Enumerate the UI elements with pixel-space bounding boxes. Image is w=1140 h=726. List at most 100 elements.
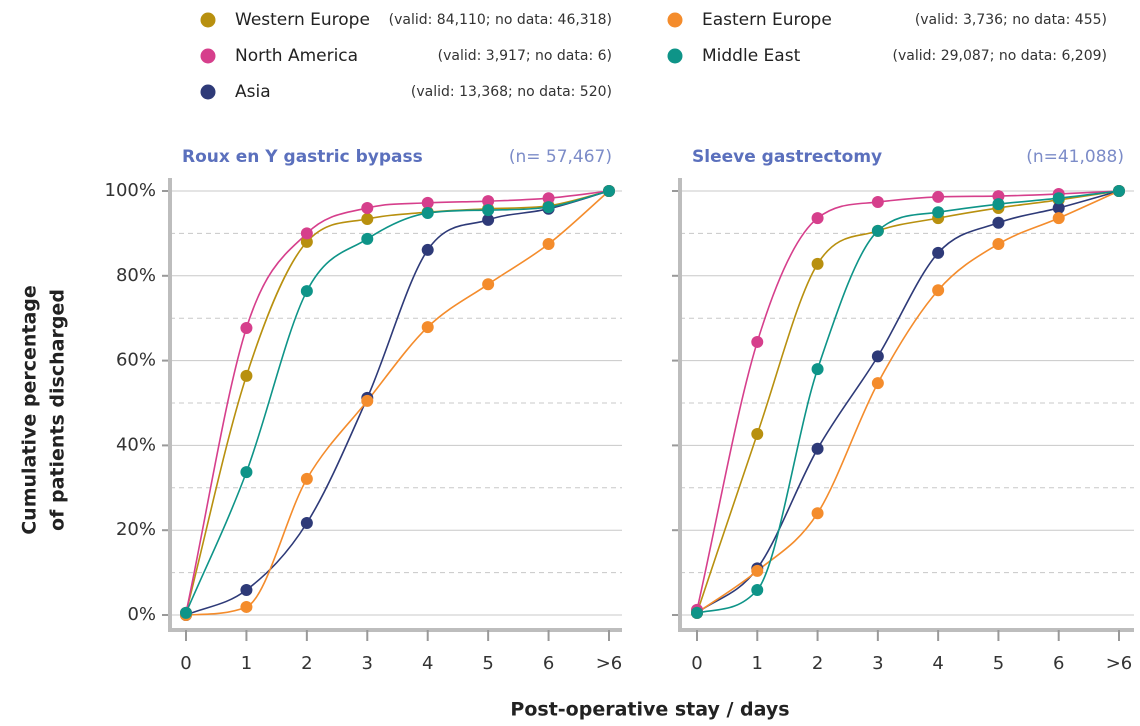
panel-title: Sleeve gastrectomy <box>692 147 882 167</box>
data-point <box>300 472 313 485</box>
data-point <box>811 257 824 270</box>
legend-marker <box>200 84 216 100</box>
data-point <box>421 207 434 220</box>
data-point <box>482 213 495 226</box>
data-point <box>482 278 495 291</box>
data-point <box>751 427 764 440</box>
y-tick-label: 40% <box>116 434 156 455</box>
data-point <box>811 212 824 225</box>
data-point <box>300 516 313 529</box>
series-line <box>185 190 610 614</box>
legend-marker <box>200 12 216 28</box>
data-point <box>811 507 824 520</box>
x-tick-label: 3 <box>872 653 883 674</box>
x-tick-label: 5 <box>482 653 493 674</box>
data-point <box>361 232 374 245</box>
legend-label: Western Europe <box>235 10 370 30</box>
legend-note: (valid: 29,087; no data: 6,209) <box>893 48 1107 64</box>
legend-label: North America <box>235 46 358 66</box>
data-point <box>240 321 253 334</box>
data-point <box>361 201 374 214</box>
y-axis-label: of patients discharged <box>47 289 69 531</box>
y-tick-label: 100% <box>105 180 156 201</box>
legend-marker <box>667 48 683 64</box>
y-tick-label: 60% <box>116 350 156 371</box>
data-point <box>932 190 945 203</box>
x-tick-label: 0 <box>180 653 191 674</box>
x-tick-label: >6 <box>596 653 623 674</box>
data-point <box>603 185 615 197</box>
legend-marker <box>667 12 683 28</box>
data-point <box>1052 192 1065 205</box>
data-point <box>240 583 253 596</box>
series-line <box>696 190 1120 614</box>
data-point <box>300 285 313 298</box>
data-point <box>542 238 555 250</box>
x-tick-label: 2 <box>301 653 312 674</box>
legend-label: Eastern Europe <box>702 10 832 30</box>
x-tick-label: 0 <box>691 653 702 674</box>
panel-subtitle: (n= 57,467) <box>509 147 612 167</box>
data-point <box>421 196 434 209</box>
data-point <box>871 224 884 237</box>
legend-label: Middle East <box>702 46 801 66</box>
data-point <box>751 583 764 596</box>
data-point <box>751 335 764 348</box>
legend-note: (valid: 3,736; no data: 455) <box>915 12 1107 28</box>
data-point <box>300 227 313 240</box>
data-point <box>932 246 945 259</box>
legend-marker <box>200 48 216 64</box>
series-line <box>696 190 1120 611</box>
data-point <box>751 564 764 577</box>
data-point <box>180 606 192 619</box>
x-tick-label: 5 <box>993 653 1004 674</box>
data-point <box>240 466 253 479</box>
data-point <box>421 321 434 334</box>
x-tick-label: 2 <box>812 653 823 674</box>
series-line <box>185 190 610 616</box>
series-line <box>696 190 1120 614</box>
data-point <box>811 442 824 455</box>
data-point <box>932 206 945 219</box>
data-point <box>361 212 374 225</box>
data-point <box>240 369 253 382</box>
series-line <box>185 190 610 616</box>
legend-note: (valid: 3,917; no data: 6) <box>438 48 612 64</box>
data-point <box>421 243 434 256</box>
x-tick-label: 4 <box>422 653 433 674</box>
data-point <box>361 394 374 407</box>
data-point <box>992 198 1005 211</box>
data-point <box>811 363 824 376</box>
series-line <box>185 190 610 614</box>
data-point <box>992 238 1005 250</box>
data-point <box>1113 185 1125 197</box>
data-point <box>691 606 703 619</box>
data-point <box>300 235 313 248</box>
data-point <box>482 195 495 208</box>
x-axis-label: Post-operative stay / days <box>510 699 789 721</box>
legend-note: (valid: 84,110; no data: 46,318) <box>389 12 612 28</box>
x-tick-label: >6 <box>1106 653 1133 674</box>
x-tick-label: 4 <box>932 653 943 674</box>
data-point <box>932 284 945 297</box>
x-tick-label: 1 <box>752 653 763 674</box>
y-tick-label: 0% <box>127 604 156 625</box>
x-tick-label: 6 <box>1053 653 1064 674</box>
data-point <box>1052 201 1065 214</box>
series-line <box>696 190 1120 614</box>
series-line <box>185 190 610 614</box>
data-point <box>871 196 884 209</box>
data-point <box>871 377 884 390</box>
data-point <box>1052 212 1065 225</box>
x-tick-label: 1 <box>241 653 252 674</box>
panel-subtitle: (n=41,088) <box>1026 147 1124 167</box>
series-line <box>696 190 1120 614</box>
data-point <box>992 216 1005 229</box>
legend-label: Asia <box>235 82 271 102</box>
y-tick-label: 80% <box>116 265 156 286</box>
legend-note: (valid: 13,368; no data: 520) <box>411 84 612 100</box>
x-tick-label: 6 <box>543 653 554 674</box>
y-tick-label: 20% <box>116 519 156 540</box>
data-point <box>482 204 495 217</box>
